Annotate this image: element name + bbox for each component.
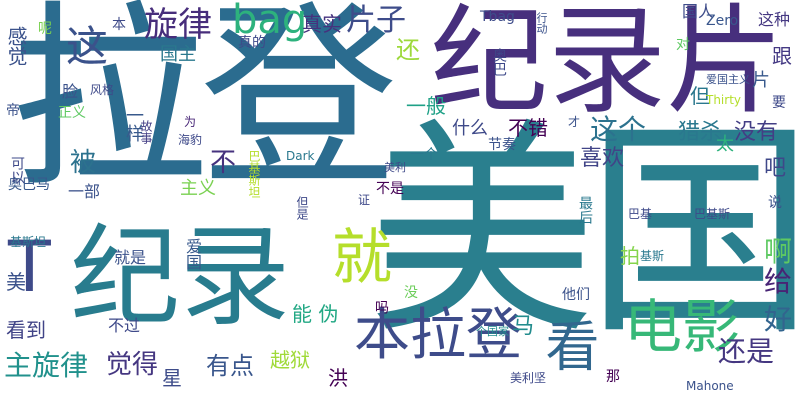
word-zhege: 这个 (590, 113, 647, 146)
word-shenme: 什么 (452, 118, 488, 139)
word-na: 那 (606, 369, 620, 385)
word-xuanlv: 旋律 (144, 5, 212, 45)
word-shuo: 说 (768, 195, 782, 211)
word-xihuan: 喜欢 (580, 146, 625, 171)
word-haishi: 还是 (718, 335, 775, 368)
word-buguo: 不过 (108, 316, 141, 335)
word-jisi: 基斯 (640, 249, 665, 263)
word-cai: 才 (568, 115, 581, 129)
word-gei: 给 (764, 265, 793, 298)
word-mei-2: 没 (404, 285, 418, 301)
word-zhenshi: 真实 (302, 12, 342, 36)
word-danshi: 但是 (295, 196, 309, 220)
word-fengge: 风格 (90, 83, 115, 97)
word-hong: 洪 (328, 366, 348, 390)
word-zhuxuanlv: 主旋律 (4, 349, 89, 382)
word-ne: 呢 (38, 21, 52, 37)
word-gen: 跟 (772, 44, 792, 68)
word-hao: 好 (764, 303, 793, 336)
word-youdian: 有点 (206, 352, 254, 380)
word-xing: 星 (162, 366, 182, 390)
word-pian: 片 (752, 70, 770, 91)
word-yige: 一个 (410, 147, 438, 163)
word-kan: 看 (536, 318, 599, 372)
word-ba: 吧 (764, 156, 787, 181)
word-aiguozhuyi: 爱国主义 (706, 73, 750, 86)
word-bei: 被 (70, 148, 97, 178)
word-keyi: 可以 (9, 156, 25, 184)
word-wei: 为 (184, 115, 197, 129)
word-zhe: 这 (66, 22, 109, 71)
word-zero: Zero (706, 13, 739, 29)
word-mahone: Mahone (686, 379, 734, 393)
word-dui: 对 (676, 37, 690, 53)
word-mei-small: 美 (6, 270, 26, 294)
word-bajisitan: 巴基斯坦 (247, 150, 261, 198)
word-meiguo: 美国 (368, 99, 800, 365)
word-aoba: 奥巴 (491, 48, 507, 76)
word-bajisi: 巴基斯 (694, 207, 731, 221)
word-yigeguojia: 个国家 (476, 325, 509, 338)
word-bushi: 不是 (376, 181, 404, 197)
word-meilijian: 美利坚 (510, 371, 547, 385)
word-ma: 马 (512, 314, 535, 339)
word-zhezhong: 这种 (758, 10, 791, 29)
word-di: 帝 (6, 103, 20, 119)
word-yueyu: 越狱 (270, 348, 310, 372)
word-dark: Dark (286, 149, 315, 163)
word-xingdong: 行动 (535, 12, 548, 34)
word-meiyou: 没有 (734, 120, 779, 145)
word-tbag: Tbag (480, 9, 515, 25)
word-benladeng: 本拉登 (354, 303, 522, 368)
word-tamen: 他们 (562, 287, 590, 303)
word-bu: 不 (210, 148, 237, 178)
word-dianying: 电影 (624, 293, 741, 361)
word-t: T (8, 226, 51, 308)
word-jiushi: 就是 (114, 248, 147, 267)
word-yiyang: 一样 (123, 106, 144, 142)
word-a: 啊 (764, 235, 793, 268)
word-huan: 还 (396, 36, 420, 64)
word-pai: 拍 (620, 244, 640, 268)
word-yibu: 一部 (68, 182, 101, 201)
word-guoren: 国人 (682, 2, 715, 21)
word-thirty: Thirty (706, 93, 742, 107)
word-zuihou: 最后 (577, 196, 593, 224)
word-liesha: 猎杀 (678, 120, 723, 145)
word-yiban: 一般 (406, 94, 446, 118)
word-zhengyi: 正义 (58, 105, 86, 121)
word-jisitan: 基斯坦 (10, 235, 47, 249)
word-dan: 但 (690, 84, 710, 108)
word-jiezou: 节奏 (488, 137, 516, 153)
word-yao: 要 (772, 95, 786, 111)
word-lian: 脸 (62, 82, 79, 101)
word-zhende: 真的 (238, 35, 266, 51)
word-jiu: 就 (332, 223, 392, 293)
word-nengwei: 能 伪 (292, 302, 339, 326)
word-tai: 太 (716, 134, 734, 155)
word-gushi: 故事 (139, 120, 153, 144)
word-pianzi: 片子 (346, 3, 406, 38)
word-la-deng: 拉登 (10, 0, 398, 214)
word-guozhu: 国主 (160, 44, 196, 65)
word-baji: 巴基 (628, 207, 653, 221)
word-kandao: 看到 (6, 318, 46, 342)
word-bucuo: 不错 (508, 116, 548, 140)
word-zheng: 证 (358, 193, 371, 207)
word-zhuyi: 主义 (180, 178, 216, 199)
word-aobama: 奥巴马 (8, 177, 50, 193)
word-ganjue: 感觉 (4, 26, 28, 66)
word-jilupian: 纪录片 (430, 0, 785, 130)
word-ma2: 吗 (373, 300, 389, 314)
word-bag: bag (232, 0, 308, 43)
word-haibao: 海豹 (178, 133, 203, 147)
word-ben: 本 (112, 17, 126, 33)
word-jilu: 纪录 (70, 213, 290, 341)
word-meili: 美利 (384, 161, 406, 174)
word-juede: 觉得 (106, 350, 159, 380)
word-aiguo: 爱国 (183, 238, 202, 270)
